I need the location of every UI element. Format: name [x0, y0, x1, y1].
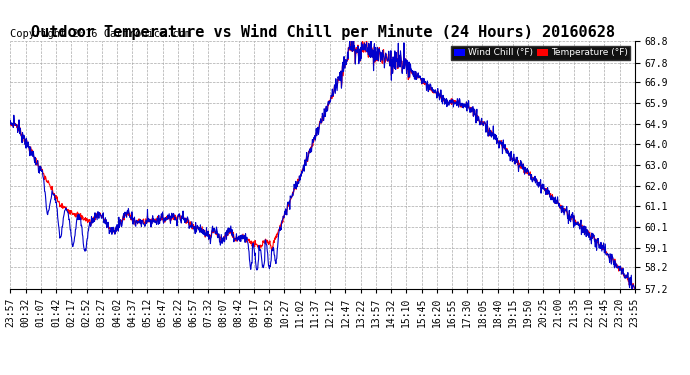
Text: Copyright 2016 Cartronics.com: Copyright 2016 Cartronics.com [10, 29, 192, 39]
Title: Outdoor Temperature vs Wind Chill per Minute (24 Hours) 20160628: Outdoor Temperature vs Wind Chill per Mi… [30, 24, 615, 40]
Legend: Wind Chill (°F), Temperature (°F): Wind Chill (°F), Temperature (°F) [451, 46, 630, 60]
